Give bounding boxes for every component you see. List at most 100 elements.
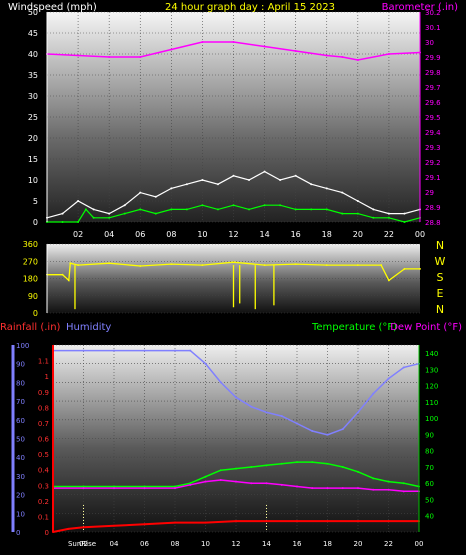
wind-point-1 xyxy=(310,183,313,186)
wind-point-1 xyxy=(108,212,111,215)
rain-y-tick: 0.4 xyxy=(38,467,50,475)
wind-point-1 xyxy=(185,183,188,186)
direction-point xyxy=(201,264,204,266)
direction-point xyxy=(403,268,406,270)
temp-point-2 xyxy=(280,483,283,486)
wind-y-tick: 15 xyxy=(28,155,38,164)
direction-y-tick: 360 xyxy=(23,240,38,249)
temp-y-ticks: 40 50 60 70 80 90 100 110 120 130 140 xyxy=(425,350,438,521)
barometer-label: Barometer (.in) xyxy=(382,2,458,13)
compass-label: N xyxy=(436,303,444,316)
temp-point-3 xyxy=(326,520,329,523)
wind-point-2 xyxy=(341,212,344,215)
humidity-y-tick: 90 xyxy=(16,361,25,369)
wind-y-tick: 20 xyxy=(28,134,38,143)
direction-y-tick: 180 xyxy=(23,275,38,284)
temp-point-1 xyxy=(235,467,237,470)
chart-title: 24 hour graph day : April 15 2023 xyxy=(165,2,335,13)
wind-y-tick: 50 xyxy=(28,8,38,17)
wind-point-0 xyxy=(201,41,204,43)
compass-label: E xyxy=(437,287,444,300)
rain-y-tick: 0.9 xyxy=(38,389,49,397)
compass-label: S xyxy=(437,271,444,284)
barometer-y-tick: 29.6 xyxy=(425,99,441,107)
direction-point xyxy=(294,263,297,266)
temp-point-2 xyxy=(250,482,253,485)
temp-point-1 xyxy=(296,461,298,464)
wind-point-1 xyxy=(92,208,95,211)
wind-point-2 xyxy=(232,204,235,207)
direction-point xyxy=(232,261,235,264)
wind-point-0 xyxy=(77,54,80,57)
wind-x-tick: 20 xyxy=(353,230,363,239)
temp-point-0 xyxy=(311,430,314,433)
temp-grid xyxy=(53,344,420,533)
wind-point-2 xyxy=(61,221,64,223)
wind-point-0 xyxy=(170,48,173,51)
wind-point-1 xyxy=(356,200,359,202)
temp-y-tick: 130 xyxy=(425,366,438,374)
wind-point-1 xyxy=(403,212,406,215)
temp-point-2 xyxy=(311,487,314,490)
humidity-y-ticks: 0 10 20 30 40 50 60 70 80 90 100 xyxy=(16,342,29,537)
barometer-y-tick: 29 xyxy=(425,189,434,197)
barometer-y-ticks: 28.8 28.9 29 29.1 29.2 29.3 29.4 29.5 29.6 29.7 29… xyxy=(425,9,441,227)
temp-point-3 xyxy=(235,520,237,523)
temp-y-tick: 90 xyxy=(425,431,434,439)
temp-y-tick: 40 xyxy=(425,513,434,521)
temp-y-tick: 50 xyxy=(425,496,434,504)
wind-point-2 xyxy=(154,212,157,215)
barometer-y-tick: 30 xyxy=(425,39,434,47)
direction-point xyxy=(380,264,383,266)
wind-x-tick: 10 xyxy=(197,230,207,239)
wind-point-2 xyxy=(403,221,406,223)
temp-point-2 xyxy=(174,487,176,490)
temp-point-0 xyxy=(372,392,375,395)
wind-point-2 xyxy=(310,208,313,211)
wind-point-2 xyxy=(185,208,188,211)
wind-point-0 xyxy=(232,41,235,43)
wind-point-1 xyxy=(294,174,297,177)
wind-point-1 xyxy=(341,191,344,194)
temp-point-1 xyxy=(402,482,405,485)
temp-point-2 xyxy=(143,487,146,490)
wind-point-1 xyxy=(387,212,390,215)
rain-y-tick: 0.2 xyxy=(38,498,49,506)
wind-point-1 xyxy=(61,212,64,215)
temp-point-3 xyxy=(174,521,176,524)
temp-point-2 xyxy=(219,478,222,481)
wind-point-1 xyxy=(201,179,204,181)
wind-point-2 xyxy=(263,204,266,207)
temp-point-1 xyxy=(219,469,222,472)
temp-y-tick: 140 xyxy=(425,350,438,358)
wind-point-0 xyxy=(341,56,344,58)
temp-point-2 xyxy=(235,480,237,483)
temp-point-0 xyxy=(143,349,146,352)
temp-point-0 xyxy=(235,396,237,399)
wind-point-2 xyxy=(77,221,80,223)
wind-x-tick: 08 xyxy=(166,230,176,239)
direction-y-tick: 0 xyxy=(33,309,38,318)
wind-x-tick: 22 xyxy=(384,230,394,239)
barometer-y-tick: 28.8 xyxy=(425,219,441,227)
temp-point-2 xyxy=(357,487,359,490)
temp-point-2 xyxy=(341,487,344,490)
wind-grid xyxy=(47,11,421,223)
temp-point-2 xyxy=(387,488,390,491)
temp-point-1 xyxy=(143,485,146,488)
wind-point-1 xyxy=(263,170,266,173)
wind-point-2 xyxy=(294,208,297,211)
wind-point-0 xyxy=(139,56,142,58)
rain-y-ticks: 0 0.1 0.2 0.3 0.4 0.5 0.6 0.7 0.8 0.9 1 1.1 xyxy=(38,358,50,537)
wind-y-tick: 35 xyxy=(28,71,38,80)
wind-y-tick: 40 xyxy=(28,50,38,59)
wind-point-1 xyxy=(216,183,219,186)
barometer-y-tick: 28.9 xyxy=(425,204,441,212)
humidity-y-tick: 40 xyxy=(16,454,25,462)
temp-point-1 xyxy=(204,475,207,478)
direction-series-line xyxy=(47,261,420,282)
wind-point-2 xyxy=(108,216,111,219)
temp-point-0 xyxy=(296,422,298,425)
barometer-y-tick: 29.9 xyxy=(425,54,441,62)
barometer-y-tick: 29.7 xyxy=(425,84,441,92)
